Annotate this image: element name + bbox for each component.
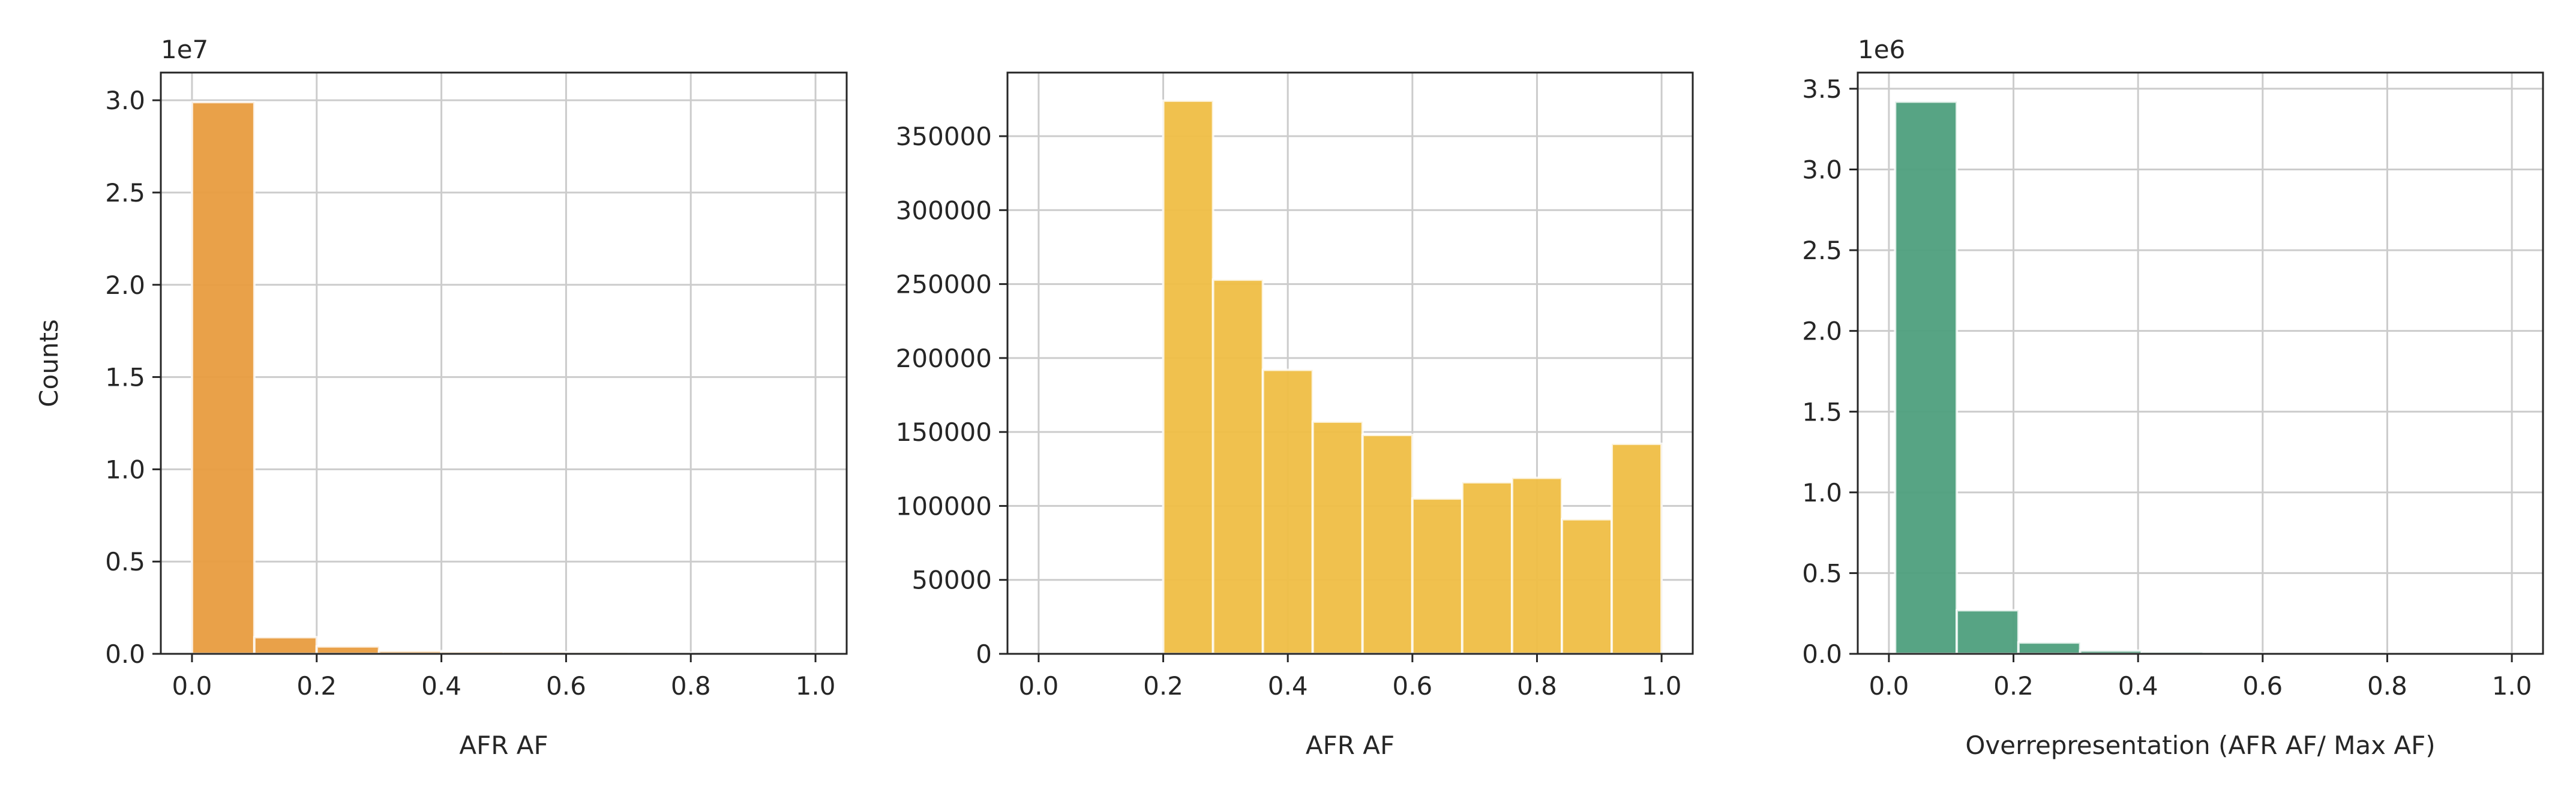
axes-frame [1857,71,2544,655]
y-tick-label: 100000 [896,491,992,521]
y-tick-label: 1.5 [105,363,145,392]
histogram-bar [1162,99,1214,655]
histogram-bar [1261,368,1314,655]
x-tick-label: 0.0 [172,671,212,701]
x-tick-label: 0.4 [1268,671,1308,701]
y-axis-label: Counts [34,319,64,407]
x-tick-label: 1.0 [2492,671,2532,701]
y-tick-label: 3.5 [1802,74,1842,104]
histogram-bar [1311,420,1364,655]
y-tick-label: 300000 [896,196,992,225]
y-tick-label: 0.0 [1802,639,1842,669]
x-tick-label: 0.0 [1019,671,1059,701]
axes-frame [160,71,848,655]
x-axis-label: AFR AF [1306,731,1395,760]
x-tick-label: 0.6 [2242,671,2283,701]
y-tick-label: 2.5 [105,178,145,208]
y-tick-label: 1.0 [105,455,145,484]
histogram-bar [1510,476,1563,655]
y-tick-label: 0 [976,639,992,669]
x-tick-label: 0.2 [1143,671,1183,701]
x-tick-label: 0.8 [671,671,711,701]
y-tick-label: 0.5 [1802,558,1842,588]
x-tick-label: 1.0 [796,671,836,701]
y-tick-label: 1.5 [1802,397,1842,426]
histogram-bar [315,645,380,655]
y-offset-label: 1e6 [1858,35,1905,64]
y-tick-label: 0.5 [105,547,145,576]
plot-area [161,73,847,654]
plot-area [1858,73,2543,654]
y-tick-label: 250000 [896,270,992,299]
y-tick-label: 150000 [896,417,992,447]
y-tick-label: 2.5 [1802,236,1842,265]
y-tick-label: 350000 [896,122,992,151]
y-tick-label: 3.0 [105,86,145,115]
histogram-bar [1956,609,2020,656]
histogram-bar [1611,442,1663,655]
y-tick-label: 2.0 [105,271,145,300]
y-offset-label: 1e7 [161,35,208,64]
x-tick-label: 0.2 [1993,671,2034,701]
x-tick-label: 0.6 [1392,671,1432,701]
histogram-bar [1361,434,1414,655]
histogram-panel-3: 0.0 0.2 0.4 0.6 0.8 1.0 0.0 0.5 1.0 1.5 2.0 2.5 3.0 3… [1802,35,2544,760]
y-tick-label: 200000 [896,344,992,373]
axes-frame [1006,71,1694,655]
x-tick-label: 0.2 [296,671,337,701]
y-tick-label: 50000 [911,566,992,595]
y-tick-label: 0.0 [105,639,145,669]
histogram-bar [1211,278,1264,655]
histogram-panel-2: 0.0 0.2 0.4 0.6 0.8 1.0 0 50000 100000 150000 2000… [896,71,1694,760]
histogram-bar [190,101,256,655]
x-tick-label: 0.6 [546,671,586,701]
x-tick-label: 0.0 [1869,671,1909,701]
y-tick-label: 1.0 [1802,478,1842,507]
y-tick-label: 2.0 [1802,317,1842,346]
histogram-bar [1411,497,1464,655]
x-tick-label: 0.8 [1517,671,1557,701]
x-tick-label: 0.8 [2367,671,2407,701]
x-axis-label: AFR AF [459,731,548,760]
histogram-bar [1560,518,1614,656]
x-tick-label: 0.4 [2118,671,2158,701]
histogram-panel-1: 0.0 0.2 0.4 0.6 0.8 1.0 0.0 0.5 1.0 1.5 2.0 2.5 3.0 A… [34,35,848,760]
x-tick-label: 1.0 [1642,671,1682,701]
x-axis-label: Overrepresentation (AFR AF/ Max AF) [1965,731,2435,760]
y-tick-label: 3.0 [1802,155,1842,185]
histogram-bar [1894,100,1959,655]
histogram-bar [2017,641,2082,655]
histogram-bar [253,636,318,656]
histogram-bar [1461,480,1513,655]
x-tick-label: 0.4 [421,671,461,701]
